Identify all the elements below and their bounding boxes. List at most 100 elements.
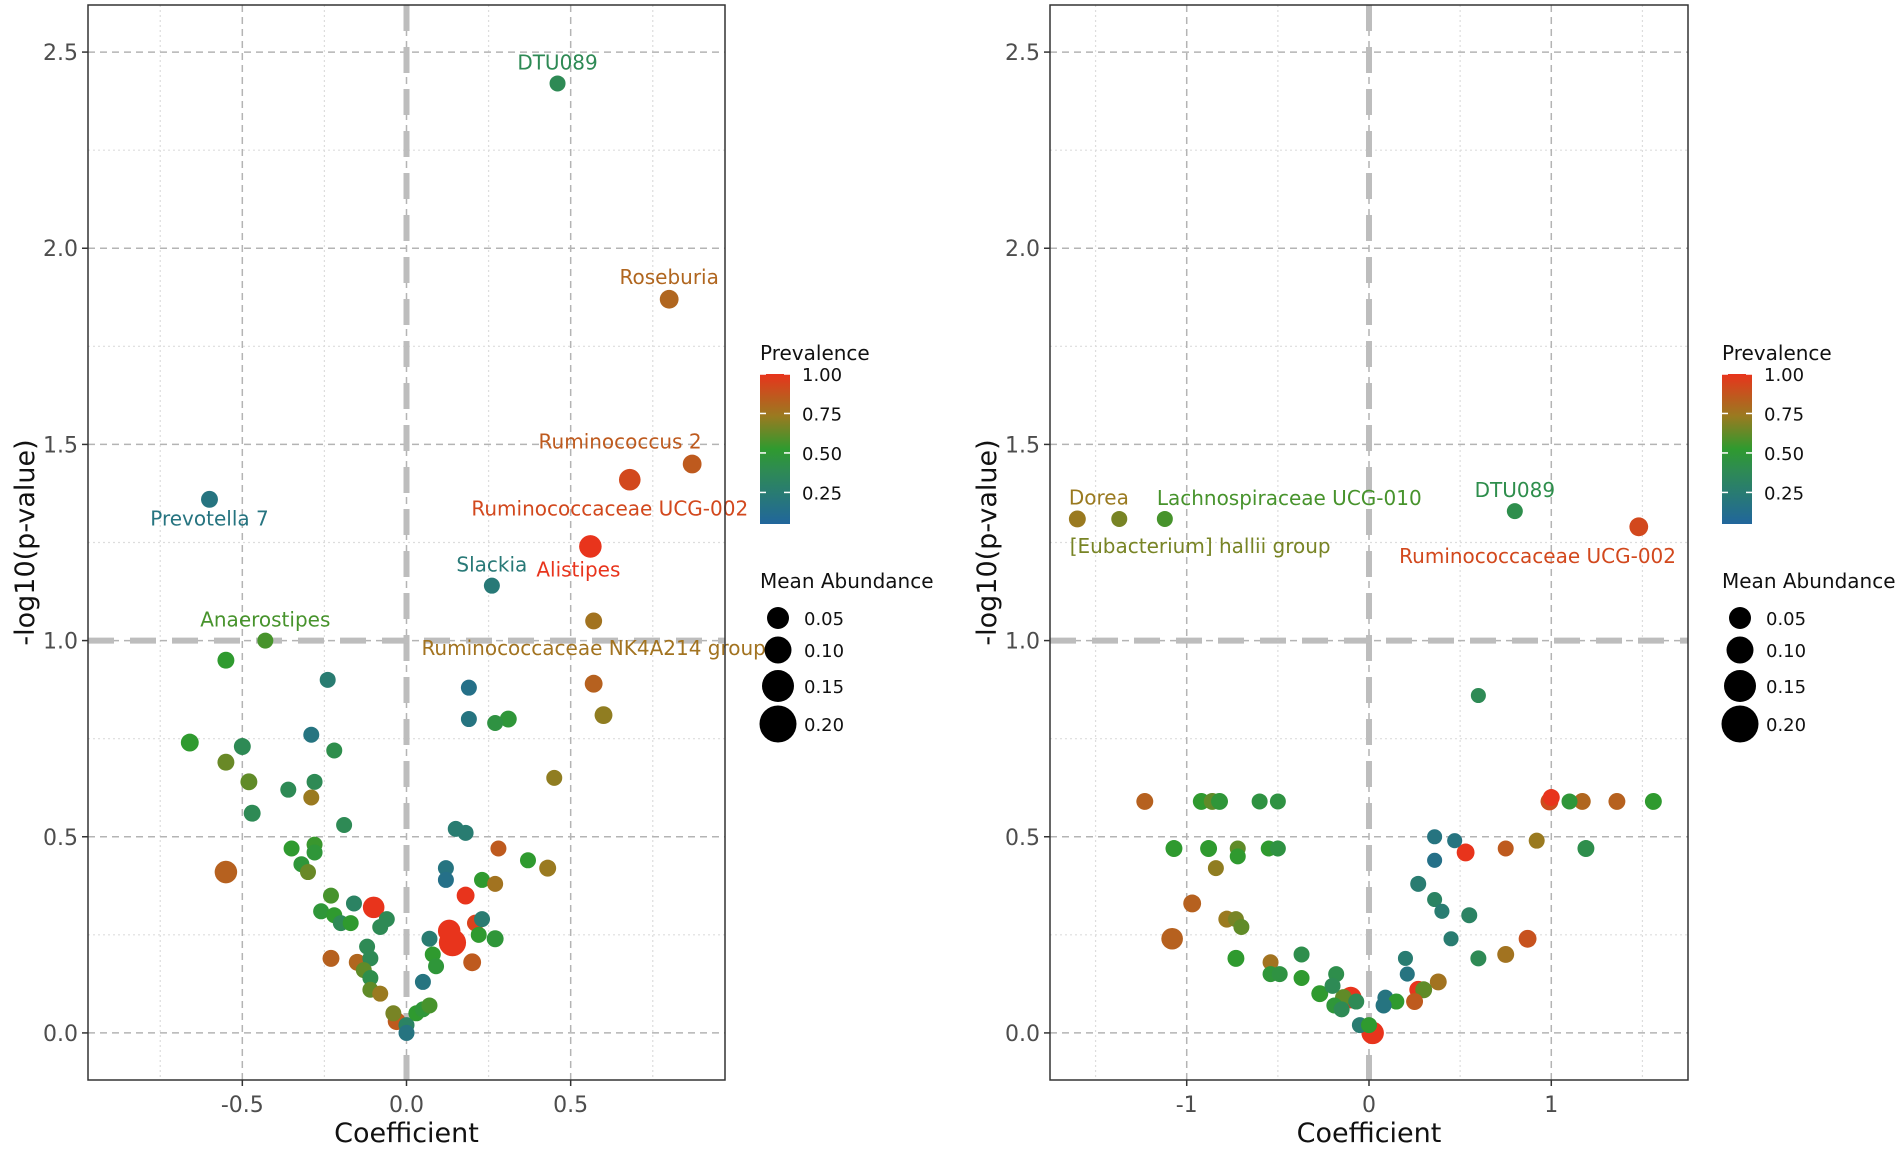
data-point	[584, 674, 603, 693]
size-legend-label: 0.20	[804, 715, 844, 736]
data-point	[1542, 789, 1560, 806]
data-point	[1388, 993, 1405, 1010]
data-point	[659, 289, 679, 309]
data-point	[283, 840, 300, 857]
data-point	[378, 911, 395, 928]
size-legend-circle	[759, 705, 797, 743]
data-point	[1608, 792, 1626, 810]
size-legend-circle	[764, 636, 792, 664]
data-point	[180, 733, 199, 752]
y-tick-label: 0.0	[1005, 1022, 1040, 1047]
size-legend-label: 0.20	[1766, 715, 1806, 736]
data-point	[306, 773, 323, 790]
y-axis-title: -log10(p-value)	[972, 439, 1003, 645]
colorbar-tick-label: 1.00	[802, 365, 842, 386]
data-point	[487, 875, 504, 892]
data-point	[1427, 829, 1443, 845]
data-point	[437, 860, 454, 877]
data-point	[1456, 843, 1475, 862]
data-point	[1518, 929, 1537, 948]
size-legend-label: 0.15	[1766, 677, 1806, 698]
data-point	[519, 852, 536, 869]
data-point	[414, 973, 431, 990]
data-point	[385, 1005, 402, 1022]
data-point	[306, 844, 323, 861]
y-tick-label: 0.5	[1005, 826, 1040, 851]
y-tick-label: 0.0	[43, 1022, 78, 1047]
data-point	[1269, 793, 1286, 810]
point-label: Lachnospiraceae UCG-010	[1157, 486, 1422, 510]
data-point	[1497, 945, 1515, 963]
x-tick-label: 1	[1544, 1093, 1558, 1118]
prevalence-colorbar	[760, 374, 790, 524]
point-label: Ruminococcaceae UCG-002	[1399, 544, 1676, 568]
data-point	[1156, 510, 1173, 527]
data-point	[437, 919, 461, 943]
data-point	[490, 840, 507, 857]
data-point	[1161, 927, 1183, 950]
data-point	[1293, 946, 1310, 963]
x-axis-title: Coefficient	[334, 1118, 479, 1149]
y-tick-label: 1.5	[1005, 433, 1040, 458]
data-point	[342, 915, 359, 932]
data-point	[313, 903, 330, 920]
size-legend-circle	[1721, 705, 1759, 743]
data-point	[345, 895, 362, 912]
data-point	[214, 860, 238, 884]
data-point	[1361, 1017, 1377, 1034]
volcano-panel-2: Dorea [Eubacterium] hallii group Lachnospi…	[972, 4, 1896, 1149]
data-point	[1271, 966, 1288, 983]
data-point	[1410, 875, 1427, 892]
data-point	[474, 911, 491, 928]
data-point	[322, 949, 340, 967]
colorbar-tick-label: 0.50	[802, 444, 842, 465]
y-tick-label: 2.5	[1005, 41, 1040, 66]
data-point	[463, 953, 482, 972]
size-legend-label: 0.05	[804, 609, 844, 630]
data-point	[1629, 517, 1649, 537]
data-point	[1573, 792, 1591, 810]
data-point	[1415, 981, 1433, 999]
data-point	[1269, 840, 1286, 857]
data-point	[1461, 907, 1478, 924]
data-point	[1262, 954, 1279, 971]
data-point	[362, 896, 385, 919]
colorbar-tick-label: 0.25	[1764, 483, 1804, 504]
colorbar-tick-label: 0.75	[802, 404, 842, 425]
data-point	[549, 75, 566, 92]
data-point	[1183, 894, 1202, 913]
data-point	[1251, 793, 1268, 810]
size-legend-circle	[1724, 670, 1756, 702]
data-point	[1311, 985, 1329, 1003]
point-label: [Eubacterium] hallii group	[1070, 534, 1331, 558]
data-point	[483, 577, 500, 594]
size-legend-circle	[1729, 607, 1751, 629]
data-point	[618, 468, 641, 491]
colorbar-tick-label: 0.25	[802, 483, 842, 504]
data-point	[546, 769, 563, 786]
y-tick-label: 0.5	[43, 826, 78, 851]
data-point	[1068, 510, 1086, 528]
colorbar-tick-label: 0.50	[1764, 444, 1804, 465]
point-label: Ruminococcus 2	[539, 430, 702, 454]
point-label: Roseburia	[619, 265, 718, 289]
data-point	[1497, 840, 1514, 857]
data-point	[1375, 997, 1392, 1014]
data-point	[1227, 949, 1245, 967]
data-point	[1200, 840, 1218, 857]
data-point	[1324, 977, 1341, 994]
point-label: Ruminococcaceae UCG-002	[471, 497, 748, 521]
data-point	[421, 930, 438, 947]
size-legend-label: 0.05	[1766, 609, 1806, 630]
data-point	[336, 816, 353, 833]
data-point	[1528, 832, 1545, 849]
data-point	[319, 671, 336, 688]
data-point	[233, 738, 251, 755]
data-point	[1207, 860, 1224, 877]
data-point	[428, 958, 445, 975]
point-label: Alistipes	[536, 557, 620, 581]
data-point	[1447, 833, 1463, 849]
legend-color-title: Prevalence	[1722, 341, 1832, 365]
size-legend-circle	[767, 607, 789, 629]
legend-size-title: Mean Abundance	[760, 569, 934, 593]
